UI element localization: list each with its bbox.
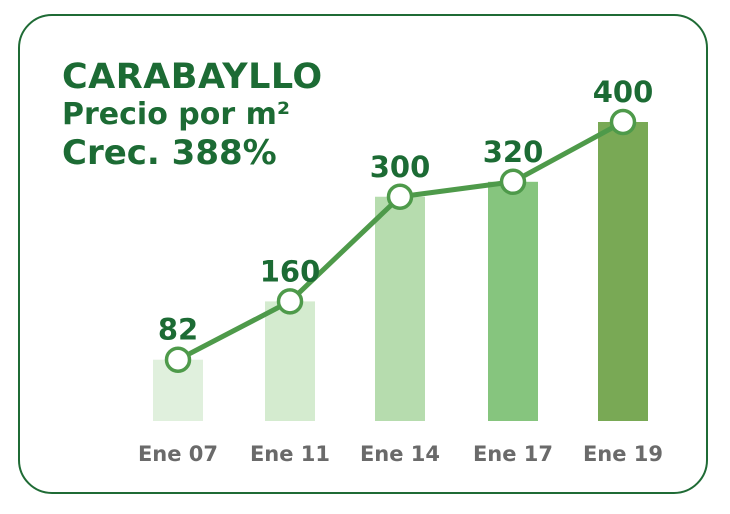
bar-ene-14 bbox=[375, 196, 425, 421]
x-tick-label: Ene 11 bbox=[250, 442, 330, 466]
bar-ene-19 bbox=[598, 122, 648, 421]
chart-card bbox=[18, 14, 708, 494]
data-label: 400 bbox=[593, 75, 654, 109]
point-marker bbox=[164, 346, 192, 373]
bar-ene-17 bbox=[488, 181, 538, 421]
point-marker bbox=[276, 288, 304, 315]
data-label: 320 bbox=[483, 135, 544, 169]
chart-title: CARABAYLLO bbox=[62, 57, 323, 97]
growth-label: Crec. 388% bbox=[62, 133, 277, 173]
chart-subtitle: Precio por m² bbox=[62, 97, 290, 132]
x-tick-label: Ene 07 bbox=[138, 442, 218, 466]
title-block: CARABAYLLO Precio por m² Crec. 388% bbox=[62, 56, 323, 174]
x-tick-label: Ene 19 bbox=[583, 442, 663, 466]
bar-ene-11 bbox=[265, 301, 315, 421]
data-label: 82 bbox=[158, 313, 198, 347]
point-marker bbox=[499, 168, 527, 196]
x-tick-label: Ene 17 bbox=[473, 442, 553, 466]
point-marker bbox=[386, 183, 414, 210]
data-label: 300 bbox=[370, 150, 431, 184]
x-tick-label: Ene 14 bbox=[360, 442, 440, 466]
point-marker bbox=[609, 108, 637, 136]
data-label: 160 bbox=[260, 254, 321, 288]
